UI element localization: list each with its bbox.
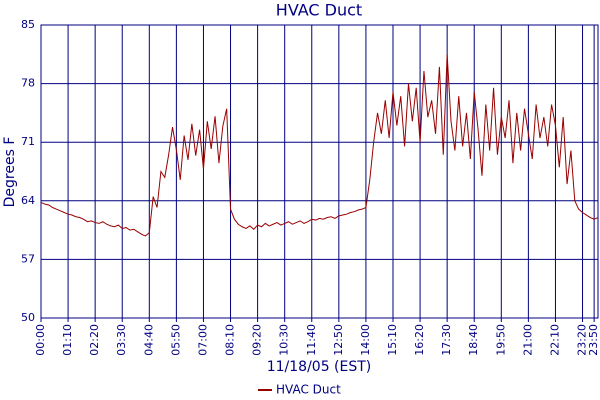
x-tick-label: 23:50 [587, 324, 600, 356]
x-axis-label: 11/18/05 (EST) [267, 359, 372, 375]
x-tick-label: 14:00 [359, 324, 372, 356]
x-tick-label: 01:10 [61, 324, 74, 356]
x-tick-label: 10:30 [278, 324, 291, 356]
x-tick-label: 11:40 [305, 324, 318, 356]
legend-label: HVAC Duct [276, 383, 341, 397]
y-tick-label: 78 [21, 77, 35, 90]
y-axis-label: Degrees F [2, 137, 18, 208]
x-tick-label: 05:50 [169, 324, 182, 356]
y-tick-label: 64 [21, 194, 35, 207]
y-tick-label: 50 [21, 311, 35, 324]
y-tick-label: 85 [21, 18, 35, 31]
x-tick-label: 03:30 [115, 324, 128, 356]
y-tick-label: 57 [21, 252, 35, 265]
x-tick-label: 15:10 [386, 324, 399, 356]
data-line [40, 54, 599, 237]
chart-title: HVAC Duct [276, 1, 362, 20]
y-tick-label: 71 [21, 135, 35, 148]
x-tick-label: 17:30 [440, 324, 453, 356]
x-tick-label: 23:20 [576, 324, 589, 356]
x-tick-label: 04:40 [142, 324, 155, 356]
x-tick-label: 07:00 [196, 324, 209, 356]
plot-area [40, 24, 599, 319]
x-tick-label: 22:10 [548, 324, 561, 356]
x-tick-label: 16:20 [413, 324, 426, 356]
x-tick-label: 19:50 [494, 324, 507, 356]
x-tick-label: 21:00 [521, 324, 534, 356]
x-tick-label: 02:20 [88, 324, 101, 356]
x-tick-label: 12:50 [332, 324, 345, 356]
x-tick-label: 00:00 [34, 324, 47, 356]
x-tick-label: 08:10 [224, 324, 237, 356]
x-tick-label: 18:40 [467, 324, 480, 356]
x-tick-label: 09:20 [251, 324, 264, 356]
